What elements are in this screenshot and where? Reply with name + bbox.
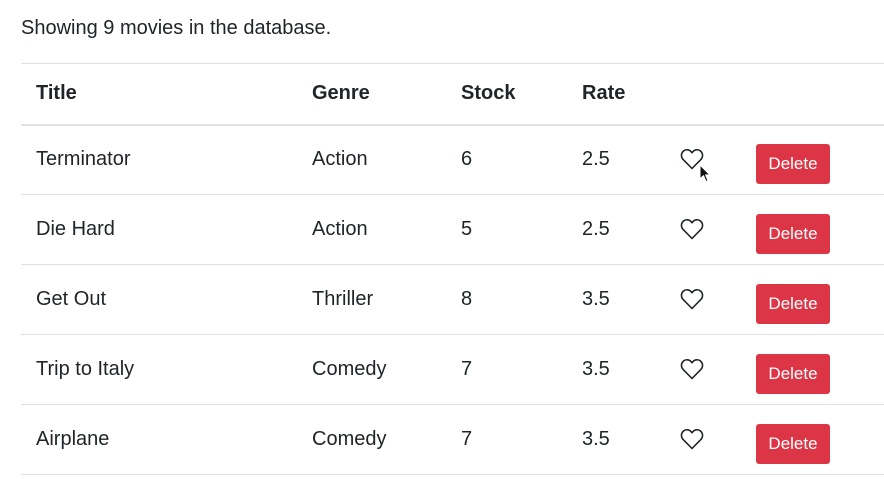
like-cell bbox=[665, 335, 741, 405]
movie-rate: 2.5 bbox=[582, 148, 610, 171]
delete-button[interactable]: Delete bbox=[756, 213, 830, 254]
movie-genre: Thriller bbox=[312, 288, 374, 310]
movie-title: Terminator bbox=[36, 148, 131, 171]
like-cell bbox=[665, 265, 741, 335]
heart-outline-icon[interactable] bbox=[680, 358, 704, 380]
movie-genre: Action bbox=[312, 218, 368, 240]
table-row: Terminator Action 6 2.5 Delete bbox=[21, 125, 884, 195]
movie-genre: Action bbox=[312, 148, 368, 171]
movies-count-summary: Showing 9 movies in the database. bbox=[21, 17, 332, 39]
table-body: Terminator Action 6 2.5 Delete Die Hard … bbox=[21, 125, 884, 475]
column-header-title: Title bbox=[21, 63, 297, 126]
table-row: Get Out Thriller 8 3.5 Delete bbox=[21, 265, 884, 335]
column-header-stock: Stock bbox=[446, 63, 567, 126]
like-cell bbox=[665, 125, 741, 195]
heart-outline-icon[interactable] bbox=[680, 428, 704, 450]
delete-button[interactable]: Delete bbox=[756, 423, 830, 464]
delete-button[interactable]: Delete bbox=[756, 353, 830, 394]
movie-rate: 3.5 bbox=[582, 428, 610, 450]
table-header-row: Title Genre Stock Rate bbox=[21, 63, 884, 126]
movie-rate: 3.5 bbox=[582, 288, 610, 310]
movie-stock: 6 bbox=[461, 148, 473, 171]
mouse-pointer-icon bbox=[699, 164, 711, 184]
delete-button[interactable]: Delete bbox=[756, 143, 830, 184]
movie-genre: Comedy bbox=[312, 358, 387, 380]
table-row: Airplane Comedy 7 3.5 Delete bbox=[21, 405, 884, 475]
actions-cell: Delete bbox=[741, 335, 884, 405]
like-cell bbox=[665, 405, 741, 475]
movie-title: Trip to Italy bbox=[36, 358, 135, 380]
actions-cell: Delete bbox=[741, 195, 884, 265]
movies-table: Title Genre Stock Rate Terminator Action… bbox=[21, 63, 884, 475]
table-row: Die Hard Action 5 2.5 Delete bbox=[21, 195, 884, 265]
movie-title: Get Out bbox=[36, 288, 107, 310]
movie-stock: 8 bbox=[461, 288, 473, 310]
delete-button[interactable]: Delete bbox=[756, 283, 830, 324]
like-cell bbox=[665, 195, 741, 265]
column-header-like bbox=[665, 63, 741, 126]
actions-cell: Delete bbox=[741, 405, 884, 475]
heart-outline-icon[interactable] bbox=[680, 148, 704, 170]
column-header-genre: Genre bbox=[297, 63, 446, 126]
movie-stock: 7 bbox=[461, 428, 473, 450]
column-header-rate: Rate bbox=[567, 63, 665, 126]
movie-rate: 2.5 bbox=[582, 218, 610, 240]
heart-outline-icon[interactable] bbox=[680, 288, 704, 310]
column-header-actions bbox=[741, 63, 884, 126]
heart-outline-icon[interactable] bbox=[680, 218, 704, 240]
movie-title: Airplane bbox=[36, 428, 110, 450]
actions-cell: Delete bbox=[741, 125, 884, 195]
movie-title: Die Hard bbox=[36, 218, 115, 240]
movie-rate: 3.5 bbox=[582, 358, 610, 380]
actions-cell: Delete bbox=[741, 265, 884, 335]
movie-stock: 7 bbox=[461, 358, 473, 380]
table-header: Title Genre Stock Rate bbox=[21, 63, 884, 126]
table-row: Trip to Italy Comedy 7 3.5 Delete bbox=[21, 335, 884, 405]
movie-genre: Comedy bbox=[312, 428, 387, 450]
movie-stock: 5 bbox=[461, 218, 473, 240]
